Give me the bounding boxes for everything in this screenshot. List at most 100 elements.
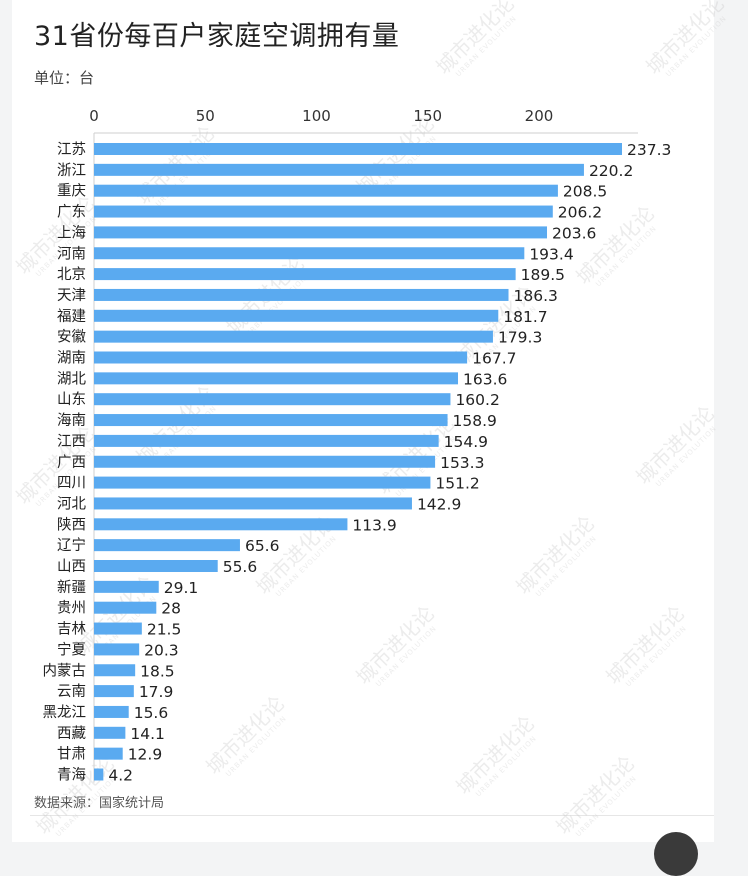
data-source: 数据来源：国家统计局	[34, 796, 165, 811]
bar	[94, 351, 468, 364]
bar	[94, 268, 516, 281]
value-label: 186.3	[514, 287, 558, 305]
bar	[94, 539, 240, 552]
bar	[94, 184, 558, 197]
watermark-text: 城市进化论	[31, 751, 119, 839]
value-label: 142.9	[417, 495, 461, 513]
category-label: 安徽	[57, 329, 86, 346]
value-label: 163.6	[463, 370, 507, 388]
category-label: 宁夏	[57, 641, 86, 658]
category-label: 辽宁	[57, 537, 86, 554]
value-label: 4.2	[108, 767, 133, 785]
category-label: 黑龙江	[43, 704, 87, 721]
watermark-text: 城市进化论	[641, 0, 729, 79]
bar	[94, 518, 348, 531]
category-label: 甘肃	[57, 746, 86, 763]
category-label: 青海	[57, 767, 86, 784]
category-label: 湖北	[57, 370, 86, 387]
value-label: 181.7	[503, 308, 547, 326]
category-label: 上海	[57, 224, 86, 241]
bar	[94, 664, 136, 677]
value-label: 189.5	[521, 266, 565, 284]
bar	[94, 476, 431, 489]
bar	[94, 143, 622, 155]
category-label: 吉林	[57, 621, 86, 638]
category-label: 河南	[57, 245, 86, 262]
bar	[94, 205, 553, 218]
value-label: 179.3	[498, 329, 542, 347]
value-label: 208.5	[563, 183, 607, 201]
bar	[94, 288, 509, 301]
category-label: 云南	[57, 683, 86, 700]
category-label: 重庆	[57, 183, 86, 200]
watermark-text: 城市进化论	[601, 601, 689, 689]
category-label: 天津	[57, 287, 86, 304]
bar	[94, 560, 218, 572]
category-label: 贵州	[57, 600, 86, 617]
bar	[94, 372, 459, 385]
value-label: 55.6	[223, 558, 258, 576]
bar	[94, 747, 123, 760]
value-label: 17.9	[139, 683, 174, 701]
value-label: 113.9	[352, 516, 396, 534]
bar	[94, 455, 436, 468]
watermark-text: 城市进化论	[551, 751, 639, 839]
value-label: 29.1	[164, 579, 199, 597]
category-label: 四川	[57, 476, 86, 492]
value-label: 18.5	[140, 662, 175, 680]
category-label: 山东	[57, 391, 86, 408]
value-label: 206.2	[558, 204, 602, 222]
value-label: 158.9	[453, 412, 497, 430]
category-label: 江西	[57, 433, 86, 450]
category-label: 陕西	[57, 516, 86, 533]
category-label: 湖南	[57, 350, 86, 367]
watermark-text: 城市进化论	[631, 401, 719, 489]
value-labels: 237.3 220.2 208.5 206.2 203.6 193.4 189.5 186.3…	[108, 141, 671, 785]
category-label: 北京	[57, 266, 86, 283]
watermark-text: 城市进化论	[431, 0, 519, 79]
category-label: 内蒙古	[43, 662, 87, 679]
bar	[94, 497, 412, 510]
x-tick-label: 0	[89, 107, 99, 125]
category-label: 江苏	[57, 141, 86, 158]
bar	[94, 768, 104, 781]
bar	[94, 580, 159, 593]
watermark-text: 城市进化论	[201, 691, 289, 779]
category-label: 山西	[57, 558, 86, 575]
category-label: 广西	[57, 454, 86, 471]
category-label: 广东	[57, 204, 86, 221]
x-tick-label: 150	[413, 107, 442, 125]
bar	[94, 643, 140, 656]
category-labels: 江苏浙江重庆广东上海河南北京天津福建安徽湖南湖北山东海南江西广西四川河北陕西辽宁…	[43, 141, 87, 784]
value-label: 153.3	[440, 454, 484, 472]
value-label: 12.9	[128, 746, 163, 764]
category-label: 河北	[57, 495, 86, 512]
value-label: 65.6	[245, 537, 280, 555]
category-label: 新疆	[57, 579, 86, 596]
bar	[94, 601, 157, 614]
value-label: 151.2	[435, 475, 479, 493]
watermark-text: 城市进化论	[451, 711, 539, 799]
x-tick-label: 100	[302, 107, 331, 125]
bars	[94, 143, 622, 781]
unit-label: 单位：台	[34, 69, 95, 87]
value-label: 154.9	[444, 433, 488, 451]
bar	[94, 330, 493, 343]
value-label: 193.4	[529, 245, 573, 263]
category-label: 福建	[57, 308, 86, 325]
value-label: 28	[161, 600, 181, 618]
bar	[94, 393, 451, 406]
value-label: 21.5	[147, 621, 182, 639]
category-label: 西藏	[57, 725, 86, 742]
value-label: 203.6	[552, 224, 596, 242]
